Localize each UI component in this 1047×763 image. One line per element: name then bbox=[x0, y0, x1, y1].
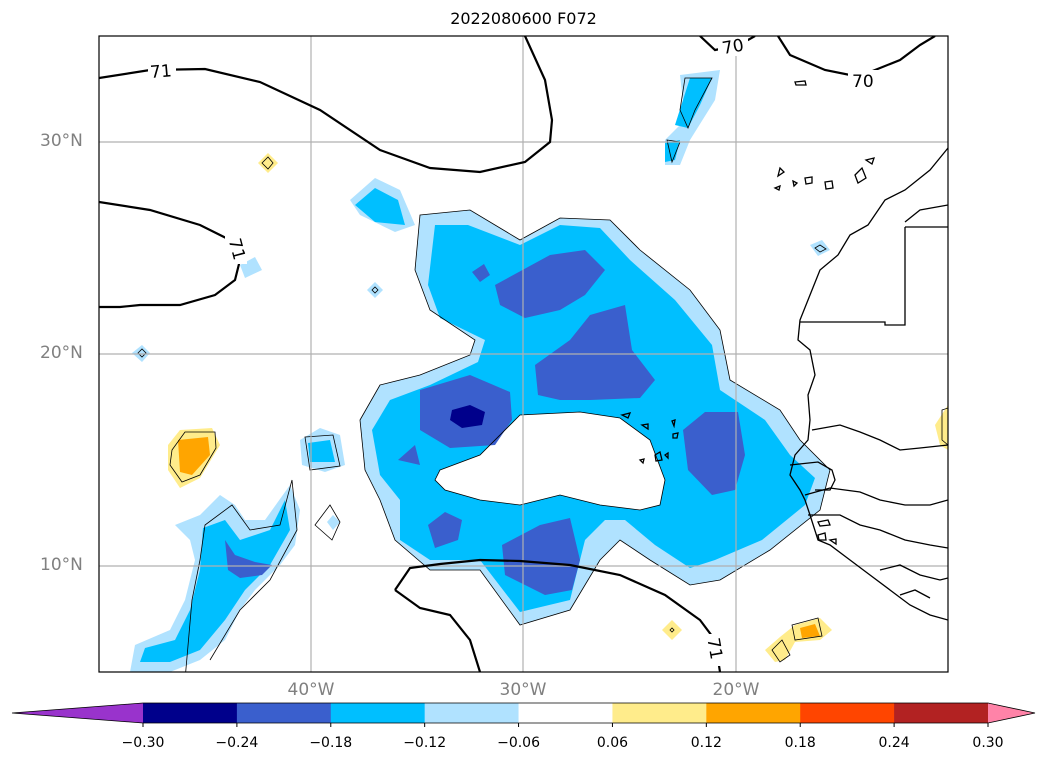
lat-label: 20°N bbox=[40, 343, 83, 363]
colorbar-tick-label: −0.18 bbox=[309, 735, 353, 751]
graticule bbox=[99, 36, 948, 672]
colorbar-segment bbox=[143, 703, 238, 723]
colorbar-segment bbox=[894, 703, 989, 723]
colorbar-segment bbox=[518, 703, 613, 723]
contour-label: 70 bbox=[721, 36, 746, 59]
coastlines bbox=[620, 80, 948, 621]
colorbar-extend-low bbox=[12, 703, 143, 723]
map-frame bbox=[98, 35, 949, 673]
anomaly-contour-lines bbox=[137, 77, 948, 672]
colorbar-segment bbox=[330, 703, 426, 723]
contour-label: 71 bbox=[702, 636, 725, 661]
colorbar-extend-high bbox=[988, 703, 1035, 723]
colorbar-tick-label: 0.06 bbox=[596, 735, 629, 751]
colorbar-segment bbox=[706, 703, 801, 723]
colorbar-segment bbox=[800, 703, 895, 723]
contour-labels: 71 71 70 70 71 bbox=[148, 36, 878, 666]
colorbar-tick-label: 0.30 bbox=[972, 735, 1004, 751]
anomaly-shading-navy bbox=[450, 405, 485, 428]
colorbar-segment bbox=[424, 703, 520, 723]
colorbar-tick-label: 0.12 bbox=[690, 735, 722, 751]
lon-label: 40°W bbox=[287, 680, 335, 700]
lon-label: 20°W bbox=[712, 680, 760, 700]
map-title: 2022080600 F072 bbox=[450, 9, 597, 28]
colorbar-tick-label: 0.18 bbox=[784, 735, 816, 751]
colorbar-tick-label: −0.12 bbox=[403, 735, 447, 751]
neutral-pocket bbox=[435, 412, 665, 510]
colorbar-tick-label: −0.24 bbox=[215, 735, 259, 751]
contour-label: 71 bbox=[149, 61, 172, 83]
lat-label: 10°N bbox=[40, 555, 83, 575]
anomaly-shading-positive bbox=[168, 153, 948, 662]
lat-label: 30°N bbox=[40, 131, 83, 151]
colorbar-tick-label: −0.06 bbox=[497, 735, 540, 751]
colorbar-segment bbox=[236, 703, 332, 723]
colorbar-segment bbox=[612, 703, 707, 723]
contour-label: 70 bbox=[852, 72, 874, 92]
lon-label: 30°W bbox=[499, 680, 547, 700]
colorbar-tick-label: −0.30 bbox=[121, 735, 165, 751]
colorbar-tick-label: 0.24 bbox=[878, 735, 910, 751]
